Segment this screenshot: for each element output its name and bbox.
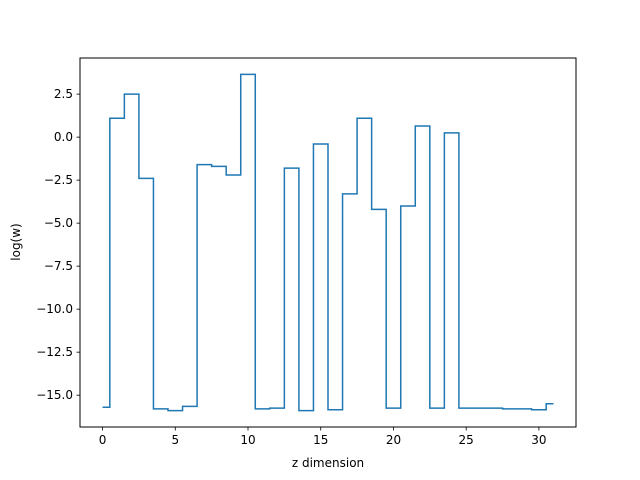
plot-frame [79, 57, 577, 428]
y-axis-ticks: 2.5 0.0 −2.5 −5.0 −7.5 −10.0 −12.5 −15.0 [36, 87, 80, 402]
y-tick-label: −10.0 [36, 302, 73, 316]
y-tick-label: 2.5 [54, 87, 73, 101]
x-tick-label: 30 [531, 433, 546, 447]
x-tick-label: 5 [171, 433, 179, 447]
y-tick-label: −7.5 [44, 259, 73, 273]
y-tick-label: −15.0 [36, 388, 73, 402]
x-tick-label: 0 [99, 433, 107, 447]
x-tick-label: 10 [240, 433, 255, 447]
x-axis-ticks: 0 5 10 15 20 25 30 [99, 427, 547, 447]
y-tick-label: −2.5 [44, 173, 73, 187]
y-tick-label: 0.0 [54, 130, 73, 144]
y-tick-label: −12.5 [36, 345, 73, 359]
y-axis-label: log(w) [9, 223, 23, 260]
x-tick-label: 20 [386, 433, 401, 447]
x-axis-label: z dimension [292, 456, 364, 470]
series-line-0 [102, 73, 554, 412]
series-layer [102, 73, 554, 412]
y-tick-label: −5.0 [44, 216, 73, 230]
x-tick-label: 15 [313, 433, 328, 447]
x-tick-label: 25 [459, 433, 474, 447]
